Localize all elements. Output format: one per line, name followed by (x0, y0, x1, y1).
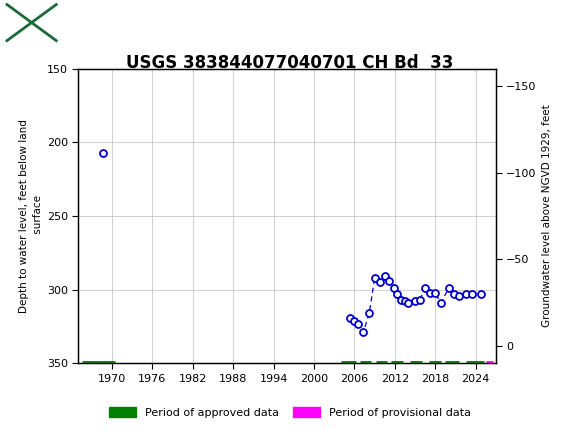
Text: USGS 383844077040701 CH Bd  33: USGS 383844077040701 CH Bd 33 (126, 54, 454, 72)
Y-axis label: Groundwater level above NGVD 1929, feet: Groundwater level above NGVD 1929, feet (542, 104, 552, 328)
Legend: Period of approved data, Period of provisional data: Period of approved data, Period of provi… (104, 403, 476, 422)
Y-axis label: Depth to water level, feet below land
 surface: Depth to water level, feet below land su… (19, 119, 42, 313)
FancyBboxPatch shape (7, 4, 56, 41)
Text: USGS: USGS (67, 12, 126, 31)
